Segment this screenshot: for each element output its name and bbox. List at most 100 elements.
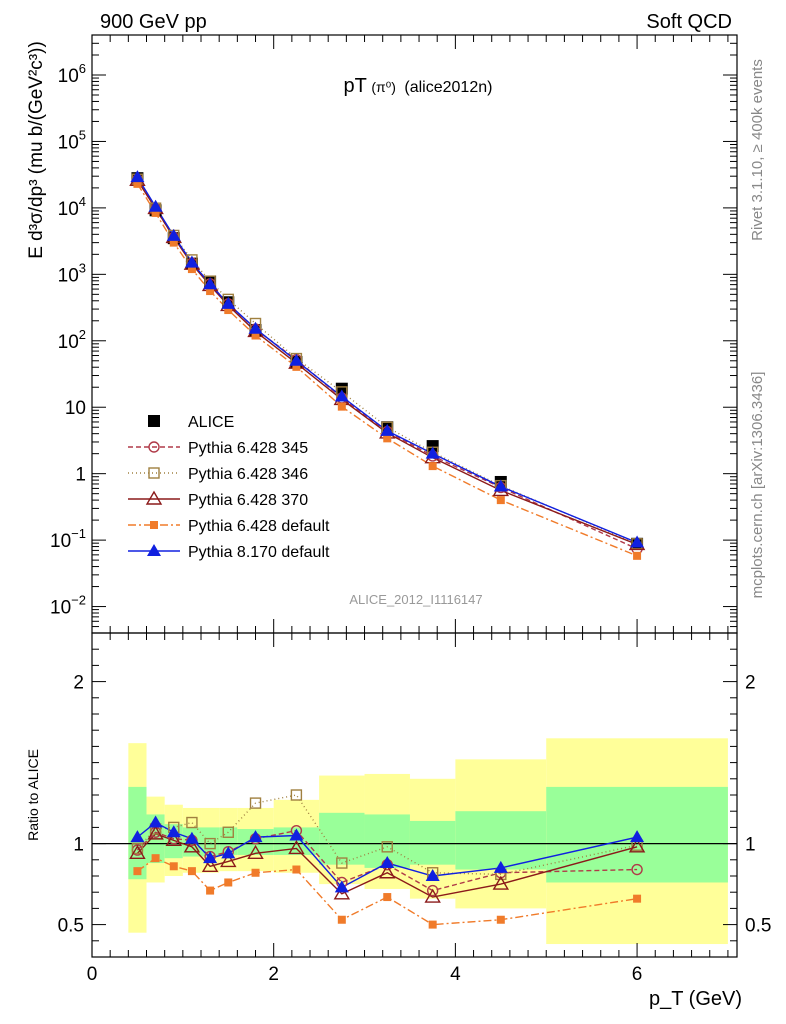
ratio-point-p346: [381, 841, 393, 853]
plot-title-main: pT: [344, 75, 367, 97]
upper-y-tick-label: 106: [58, 61, 86, 87]
upper-y-tick-label: 10−1: [50, 526, 86, 552]
band-inner: [455, 811, 547, 870]
ratio-point-pdef: [496, 915, 505, 924]
upper-y-tick-label: 104: [58, 194, 86, 220]
ratio-point-pdef: [292, 865, 301, 874]
ratio-point-pdef: [151, 854, 160, 863]
point-pdef: [337, 402, 346, 411]
point-pdef: [224, 306, 233, 315]
ratio-point-p370: [165, 831, 182, 847]
ratio-point-p8: [493, 860, 508, 873]
lower-y-tick-label: 0.5: [58, 916, 84, 937]
ratio-point-p370: [628, 838, 646, 853]
legend-label-p8: Pythia 8.170 default: [188, 544, 330, 561]
ratio-data-marks: [129, 789, 646, 929]
analysis-id: ALICE_2012_I1116147: [349, 592, 482, 607]
legend-marker-p370: [145, 490, 163, 505]
ratio-point-p370: [201, 857, 219, 872]
ratio-point-p345: [631, 863, 643, 876]
ratio-point-pdef: [633, 894, 642, 903]
series-line-p346: [136, 178, 638, 545]
ratio-point-pdef: [187, 867, 196, 876]
ratio-point-p370: [247, 844, 264, 860]
ratio-point-pdef: [337, 915, 346, 924]
point-data: [426, 440, 439, 453]
x-tick-label: 2: [268, 964, 279, 985]
ratio-point-p346: [336, 857, 348, 869]
upper-y-tick-label: 10: [65, 398, 86, 419]
legend-label-data: ALICE: [188, 414, 234, 431]
point-p8: [425, 446, 440, 459]
ratio-point-p370: [288, 840, 305, 855]
upper-ylabel: E d³σ/dp³ (mu b/(GeV²c³)): [26, 41, 47, 259]
point-p8: [166, 228, 181, 241]
point-pdef: [383, 434, 392, 443]
plot-title-particle: (π⁰): [371, 79, 396, 95]
plot-title-tag: (alice2012n): [404, 79, 492, 96]
point-pdef: [187, 265, 196, 274]
legend-marker-p345: [148, 441, 160, 453]
tick-exponent: 2: [79, 327, 86, 342]
point-p8: [380, 423, 395, 436]
ratio-point-p346: [131, 842, 144, 855]
upper-ylabel-text: E d³σ/dp³ (mu b/(GeV²c³)): [26, 41, 47, 259]
ratio-point-p8: [166, 825, 181, 838]
lower-y-tick-label-right: 0.5: [745, 916, 771, 937]
ratio-point-p8: [184, 831, 199, 844]
lower-y-tick-label-right: 1: [745, 835, 756, 856]
upper-y-tick-label: 1: [75, 465, 86, 486]
tick-exponent: 5: [79, 127, 86, 142]
ratio-point-p370: [333, 885, 351, 900]
legend: ALICE Pythia 6.428 345 Pythia 6.428 346 Pyt…: [128, 414, 330, 561]
ratio-point-pdef: [133, 867, 142, 876]
header-right: Soft QCD: [646, 11, 732, 33]
point-p8: [184, 255, 199, 268]
upper-y-tick-label: 105: [58, 127, 86, 153]
upper-data-marks: [129, 170, 646, 560]
ratio-point-p8: [380, 856, 395, 869]
point-pdef: [206, 287, 215, 296]
ratio-point-p346: [222, 826, 234, 838]
x-tick-label: 6: [632, 964, 643, 985]
ratio-point-p8: [221, 846, 236, 859]
legend-marker-p8: [147, 544, 161, 556]
legend-marker-p346: [148, 467, 160, 479]
ratio-point-pdef: [224, 878, 233, 887]
side-label-rivet: Rivet 3.1.10, ≥ 400k events: [749, 59, 766, 241]
header-left: 900 GeV pp: [100, 11, 207, 33]
ratio-point-p8: [148, 815, 163, 828]
point-pdef: [496, 496, 505, 505]
ratio-point-p370: [147, 825, 164, 840]
lower-y-tick-label: 2: [73, 673, 84, 694]
ratio-point-p370: [424, 888, 441, 903]
ratio-point-p370: [129, 844, 146, 860]
point-pdef: [633, 551, 642, 560]
point-p8: [221, 296, 236, 309]
point-p8: [130, 170, 145, 183]
ratio-point-p8: [289, 828, 304, 841]
ratio-point-pdef: [206, 886, 215, 895]
tick-base: 10: [58, 132, 79, 153]
tick-exponent: 3: [79, 260, 86, 275]
ratio-point-p8: [248, 830, 263, 843]
legend-label-pdef: Pythia 6.428 default: [188, 518, 330, 535]
x-tick-label: 4: [450, 964, 461, 985]
series-line-p370: [136, 179, 638, 546]
point-pdef: [133, 179, 142, 188]
point-pdef: [292, 362, 301, 371]
ratio-point-pdef: [251, 868, 260, 877]
point-pdef: [151, 208, 160, 217]
point-p8: [148, 199, 163, 212]
point-pdef: [169, 238, 178, 247]
point-p8: [334, 389, 349, 402]
tick-exponent: 6: [79, 61, 86, 76]
ratio-point-p345: [426, 884, 439, 897]
point-p8: [248, 321, 263, 334]
point-data: [335, 382, 348, 395]
tick-base: 10: [58, 332, 79, 353]
ratio-point-pdef: [428, 920, 437, 929]
ratio-point-p370: [492, 875, 510, 890]
point-pdef: [251, 331, 260, 340]
legend-label-p370: Pythia 6.428 370: [188, 492, 308, 509]
